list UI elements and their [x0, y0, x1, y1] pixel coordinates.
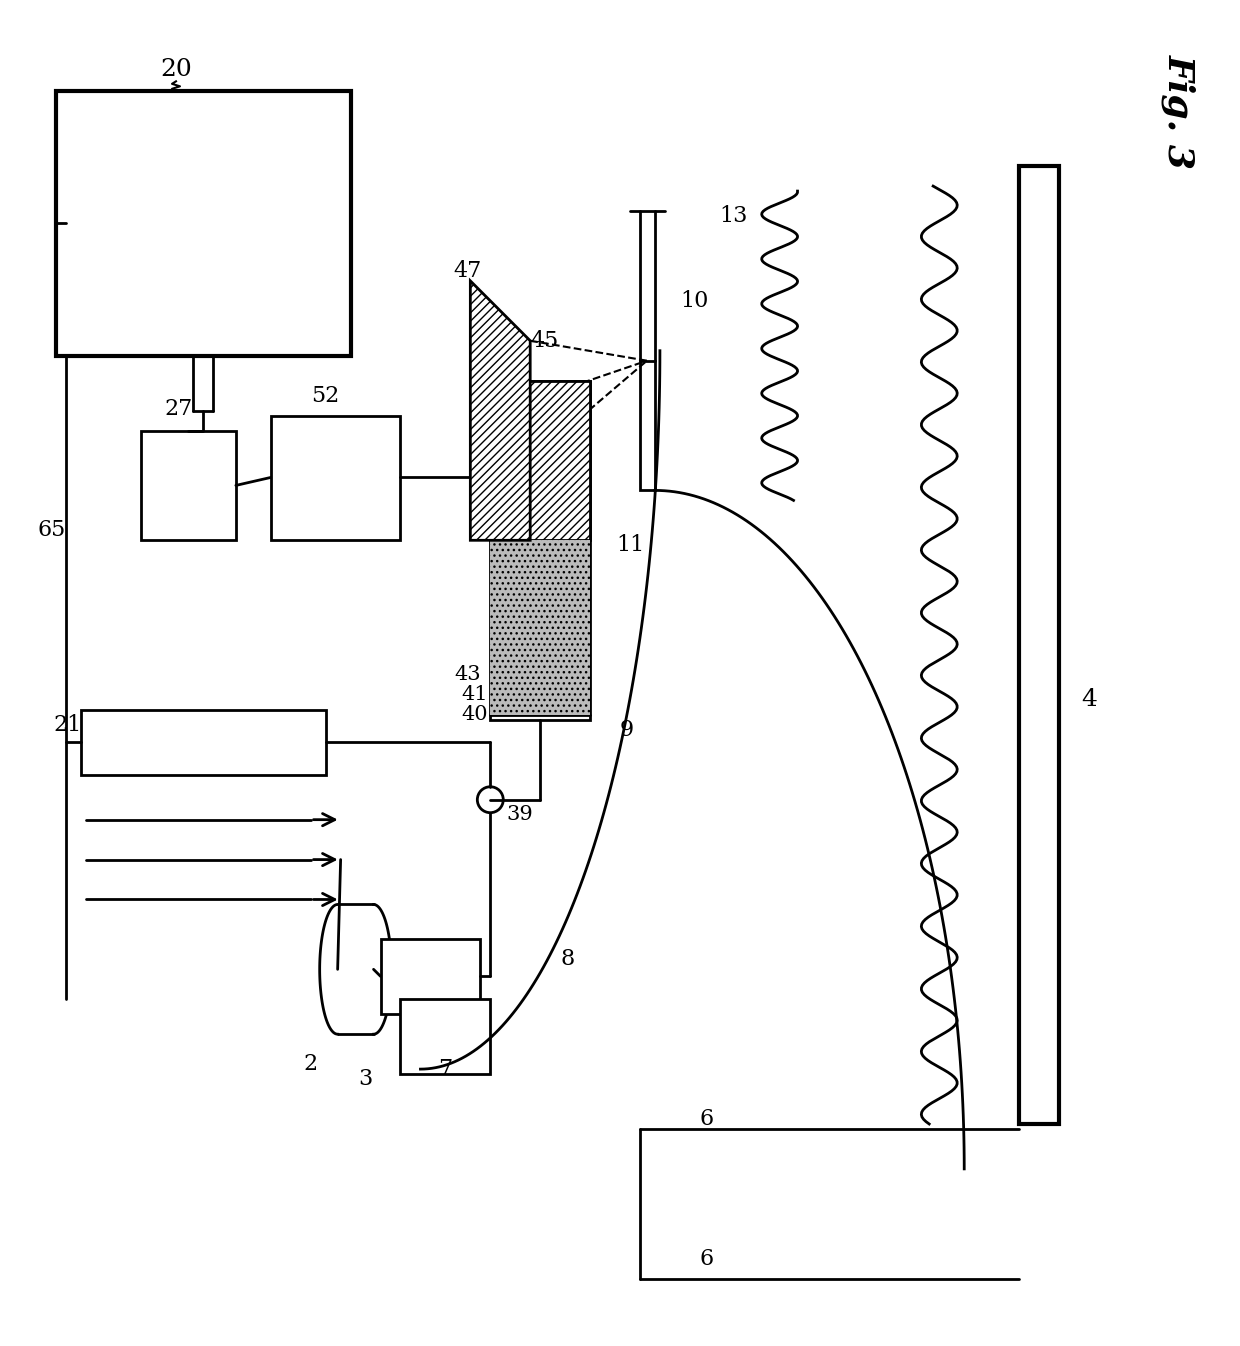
Bar	[141, 431, 236, 540]
Text: 6: 6	[699, 1248, 714, 1269]
Text: 27: 27	[165, 397, 193, 420]
Bar	[490, 381, 590, 540]
Text: 9: 9	[620, 719, 634, 740]
Bar	[56, 92, 351, 355]
Text: 6: 6	[699, 1108, 714, 1131]
Text: 3: 3	[358, 1069, 373, 1090]
Bar	[490, 540, 590, 715]
Text: 8: 8	[560, 949, 574, 970]
Text: 39: 39	[506, 805, 533, 824]
Bar	[490, 381, 590, 720]
Text: 10: 10	[680, 289, 708, 312]
Bar	[640, 361, 655, 490]
Text: 21: 21	[53, 713, 82, 736]
Bar	[81, 709, 326, 775]
Text: 43: 43	[454, 665, 481, 685]
Text: 41: 41	[461, 685, 489, 704]
Text: 4: 4	[1081, 688, 1097, 712]
Text: 45: 45	[531, 330, 558, 351]
Text: 13: 13	[719, 205, 748, 227]
Text: 20: 20	[160, 58, 192, 81]
Bar	[1019, 166, 1059, 1124]
Polygon shape	[470, 281, 531, 540]
Bar	[270, 416, 401, 540]
Text: 11: 11	[616, 534, 645, 556]
Text: 52: 52	[311, 385, 340, 406]
Text: 65: 65	[37, 520, 66, 541]
Text: 7: 7	[438, 1058, 453, 1079]
Text: 47: 47	[454, 260, 481, 281]
Text: Fig. 3: Fig. 3	[1162, 54, 1197, 168]
Bar	[381, 940, 480, 1015]
Text: 2: 2	[304, 1053, 317, 1075]
Text: 40: 40	[461, 705, 489, 724]
Bar	[401, 999, 490, 1074]
